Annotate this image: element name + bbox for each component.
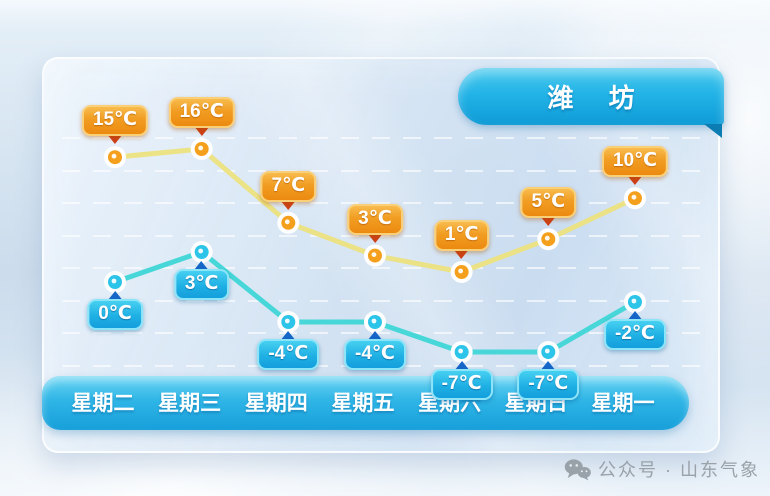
- day-label: 星期三: [158, 392, 222, 415]
- low-pointer-icon: [106, 291, 123, 301]
- low-temp-label: -7℃: [517, 361, 580, 400]
- grid-line: [62, 202, 702, 204]
- high-temp-label: 15℃: [81, 105, 149, 145]
- watermark-text: 公众号 · 山东气象: [598, 460, 760, 480]
- low-pointer-icon: [193, 261, 210, 271]
- temp-point-low: [450, 341, 473, 363]
- high-pointer-icon: [453, 249, 470, 259]
- temp-point-high: [363, 244, 386, 267]
- wechat-icon: [564, 458, 591, 480]
- grid-line: [62, 267, 702, 269]
- grid-line: [62, 169, 702, 172]
- high-temp-label: 1℃: [433, 220, 490, 259]
- temp-point-low: [277, 311, 300, 333]
- grid-line: [62, 137, 702, 139]
- high-pointer-icon: [107, 134, 123, 145]
- city-title: 潍 坊: [547, 83, 649, 113]
- day-label: 星期四: [244, 392, 308, 415]
- high-temp-label: 16℃: [168, 97, 235, 136]
- grid-line: [62, 299, 702, 302]
- temp-point-high: [537, 228, 560, 251]
- low-pointer-icon: [366, 331, 383, 341]
- high-pointer-icon: [193, 126, 210, 136]
- low-pointer-icon: [453, 361, 470, 371]
- ribbon-fold: [704, 124, 722, 138]
- high-pointer-icon: [540, 216, 557, 227]
- temp-point-high: [277, 211, 300, 234]
- temp-point-high: [190, 138, 213, 160]
- low-pointer-icon: [280, 331, 297, 341]
- temperature-chart: [104, 138, 646, 363]
- temp-point-high: [450, 261, 473, 283]
- low-temp-label: 3℃: [173, 261, 230, 300]
- high-pointer-icon: [280, 199, 297, 210]
- temp-point-low: [190, 241, 213, 263]
- temp-point-low: [623, 291, 646, 313]
- low-temp-label: -2℃: [604, 311, 666, 350]
- day-label: 星期二: [71, 392, 135, 415]
- high-temp-label: 3℃: [347, 203, 403, 243]
- city-ribbon: 潍 坊: [458, 68, 724, 138]
- high-temp-label: 7℃: [260, 170, 317, 210]
- high-temp-label: 5℃: [520, 187, 577, 227]
- low-temp-label: -7℃: [430, 361, 493, 400]
- low-pointer-icon: [540, 361, 557, 371]
- temp-point-high: [623, 187, 646, 210]
- temp-point-low: [537, 341, 560, 363]
- day-label: 星期五: [331, 392, 395, 415]
- temp-point-high: [104, 146, 126, 169]
- low-temp-label: -4℃: [344, 331, 406, 370]
- day-label: 星期一: [591, 392, 655, 415]
- watermark: 公众号 · 山东气象: [564, 452, 760, 486]
- temp-point-low: [104, 271, 126, 293]
- temp-point-low: [363, 311, 386, 333]
- high-pointer-icon: [366, 232, 383, 243]
- low-temp-label: 0℃: [87, 291, 143, 330]
- high-pointer-icon: [626, 175, 643, 186]
- low-pointer-icon: [626, 311, 643, 321]
- forecast-card: 15℃ 0℃ 16℃ 3℃ 7℃ -4℃ 3℃ -4℃ 1℃ -7℃ 5℃ -7℃ 10℃ -2℃ 潍 坊…: [42, 57, 724, 453]
- low-temp-label: -4℃: [257, 331, 320, 370]
- day-axis-bar: 星期二 星期三 星期四 星期五 星期六 星期日 星期一: [42, 376, 689, 430]
- high-temp-label: 10℃: [601, 146, 669, 186]
